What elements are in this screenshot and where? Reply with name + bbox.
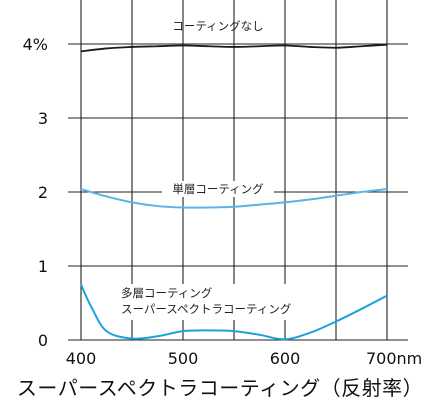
tick-labels: 400 500 600 700nm 0 1 2 3 4% bbox=[23, 35, 423, 368]
chart-svg: コーティングなし単層コーティング多層コーティングスーパースペクトラコーティング … bbox=[23, 0, 423, 368]
chart-caption: スーパースペクトラコーティング（反射率） bbox=[16, 376, 424, 400]
x-tick-label-0: 400 bbox=[66, 349, 97, 368]
y-tick-label-2: 2 bbox=[38, 183, 48, 202]
grid-lines bbox=[68, 0, 408, 341]
y-tick-label-1: 1 bbox=[38, 257, 48, 276]
x-tick-label-3: 700nm bbox=[366, 349, 422, 368]
series-label-2-line-0: 多層コーティング bbox=[121, 286, 213, 300]
series-label-0: コーティングなし bbox=[172, 19, 263, 33]
y-tick-label-3: 3 bbox=[38, 109, 48, 128]
series-line-1 bbox=[80, 188, 388, 209]
series-line-0 bbox=[80, 43, 388, 53]
series-label-2-bg bbox=[118, 284, 316, 320]
series-line-2 bbox=[80, 284, 388, 341]
series-label-1: 単層コーティング bbox=[172, 182, 264, 196]
x-tick-label-2: 600 bbox=[270, 349, 301, 368]
series-label-2-line-1: スーパースペクトラコーティング bbox=[121, 302, 292, 316]
x-tick-label-1: 500 bbox=[168, 349, 199, 368]
y-tick-label-4: 4% bbox=[23, 35, 48, 54]
series-label-1-bg bbox=[162, 181, 274, 197]
series-lines bbox=[80, 43, 388, 341]
y-tick-label-0: 0 bbox=[38, 331, 48, 350]
